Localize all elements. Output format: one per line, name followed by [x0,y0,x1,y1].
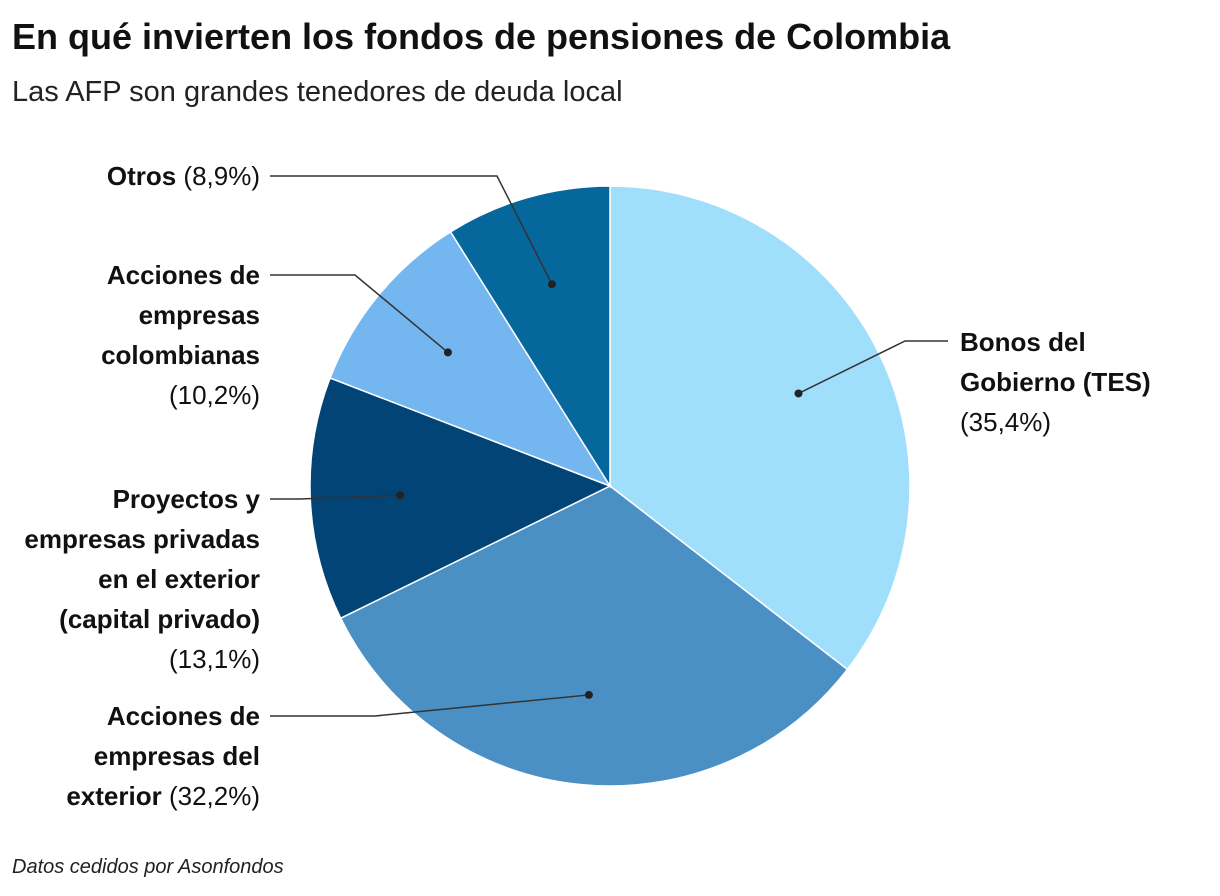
leader-line [270,694,589,717]
leader-line [270,274,449,354]
slice-label: Bonos del Gobierno (TES) (35,4%) [960,322,1200,442]
category-label: Proyectos y empresas privadas en el exte… [24,484,260,634]
value-label: (10,2%) [168,380,260,410]
slice-label: Proyectos y empresas privadas en el exte… [20,479,260,679]
leader-line [798,340,948,395]
source-note: Datos cedidos por Asonfondos [12,856,284,878]
slice-label: Otros (8,9%) [0,156,260,196]
value-label: (35,4%) [960,407,1052,437]
pie-slice [339,485,849,787]
slice-label: Acciones de empresas del exterior (32,2%… [30,696,260,816]
leader-line [270,175,553,285]
value-label: (8,9%) [183,161,260,191]
value-label: (32,2%) [168,781,260,811]
category-label: Acciones de empresas del exterior [66,701,260,811]
slice-label: Acciones de empresas colombianas (10,2%) [40,255,260,415]
category-label: Acciones de empresas colombianas [101,260,260,370]
category-label: Otros [106,161,177,191]
leader-dot [547,280,556,289]
chart-subtitle: Las AFP son grandes tenedores de deuda l… [12,76,623,108]
leader-line [270,494,401,500]
leader-dot [443,348,452,357]
category-label: Bonos del Gobierno (TES) [960,327,1151,397]
leader-dot [584,690,593,699]
leader-dot [396,491,405,500]
chart-title: En qué invierten los fondos de pensiones… [12,16,951,57]
leader-dot [794,389,803,398]
pie-slice [449,185,611,489]
value-label: (13,1%) [168,644,260,674]
